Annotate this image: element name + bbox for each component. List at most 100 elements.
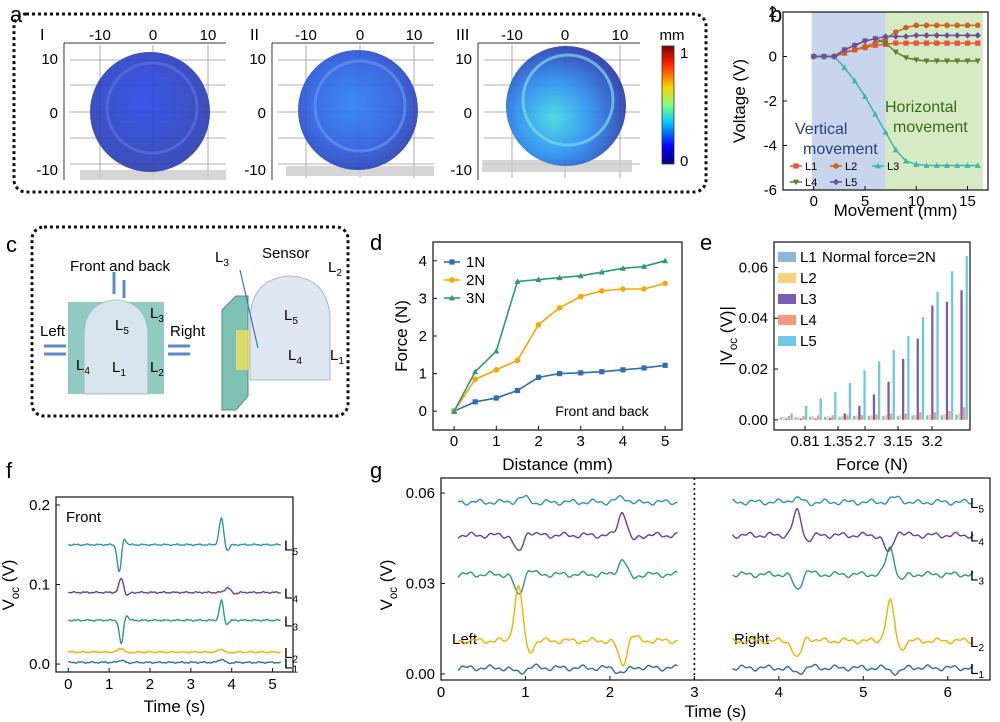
- bar-l1: [926, 415, 929, 420]
- point-l3: [841, 64, 848, 71]
- subplot-i-ytick-3: -10: [36, 162, 58, 179]
- subplot-iii-numeral: III: [456, 27, 469, 44]
- bar-l5: [892, 349, 895, 420]
- panel-f-xtick-label: 5: [268, 676, 276, 693]
- subplot-ii-ytick-1: 10: [249, 51, 266, 68]
- legend-label-l4: L4: [800, 312, 817, 329]
- panel-e-xtick-label: 3.2: [922, 433, 943, 450]
- point-2n: [641, 286, 647, 292]
- panel-c-label: c: [6, 232, 17, 257]
- bar-l2: [914, 414, 917, 420]
- bar-l2: [797, 416, 800, 420]
- point-3n: [472, 368, 479, 375]
- point-l4: [954, 58, 961, 65]
- trace-l2: [67, 648, 282, 654]
- subplot-i-ytick-2: 0: [50, 105, 58, 122]
- bar-l5: [878, 361, 881, 420]
- point-3n: [451, 408, 458, 414]
- bar-l4: [948, 410, 951, 420]
- point-l3: [903, 157, 909, 164]
- electrode-l1-side: L1: [330, 347, 344, 367]
- point-2n: [514, 357, 521, 364]
- trace-label-l5: L5: [284, 538, 298, 558]
- panel-f-xtick-label: 1: [105, 676, 113, 693]
- bar-l4: [817, 415, 820, 420]
- panel-f-ytick-label: 0.0: [29, 656, 50, 673]
- panel-f-annotation: Front: [66, 509, 102, 526]
- right-label: Right: [170, 323, 206, 340]
- point-3n: [619, 265, 626, 271]
- trace-l4-seg2: [731, 507, 974, 553]
- subplot-ii-base: [286, 166, 434, 176]
- subplot-iii-ytick-1: 10: [455, 51, 472, 68]
- legend-marker-l3: [875, 162, 881, 169]
- point-l5: [954, 32, 961, 39]
- panel-d-xtick-label: 5: [661, 433, 669, 450]
- panel-g-axes-box: [440, 477, 991, 681]
- panel-g-annotation-right: Right: [734, 631, 770, 648]
- point-l5: [810, 53, 817, 60]
- point-1n: [493, 395, 499, 401]
- trace-label-l1: L1: [284, 655, 298, 675]
- point-1n: [514, 387, 521, 394]
- legend-marker-3n: [449, 294, 455, 301]
- point-l3: [944, 162, 950, 168]
- trace-l1: [67, 658, 282, 665]
- point-1n: [620, 367, 626, 373]
- point-l3: [964, 162, 971, 168]
- left-label: Left: [40, 323, 66, 340]
- bar-l3: [945, 301, 949, 420]
- bar-l2: [870, 415, 873, 420]
- point-l5: [964, 32, 971, 39]
- vertical-movement-label-line2: movement: [803, 141, 878, 158]
- panel-f-xtick-label: 4: [228, 676, 236, 693]
- subplot-ii-xtick-2: 0: [356, 27, 364, 44]
- panel-e-ytick-label: 0.04: [739, 310, 768, 327]
- panel-d: d 0 1 2 3 4 5 0 1 2 3 4 Distance (mm) Force (N) Front…: [370, 230, 683, 474]
- legend-label-2n: 2N: [466, 272, 485, 289]
- trace-label-l2: L2: [970, 634, 984, 654]
- point-l5: [923, 32, 930, 39]
- panel-d-ytick-label: 3: [419, 290, 427, 307]
- subplot-iii-ytick-2: 0: [464, 105, 472, 122]
- point-l3: [974, 162, 981, 168]
- subplot-i-rim: [105, 61, 199, 155]
- horizontal-movement-label-line1: Horizontal: [885, 99, 957, 116]
- legend-label-l3: L3: [887, 161, 899, 173]
- bar-l4: [831, 415, 834, 420]
- bar-l2: [899, 414, 902, 420]
- point-l2: [954, 22, 961, 29]
- point-l5: [872, 35, 879, 42]
- bar-l2: [884, 414, 888, 420]
- trace-l2-seg2: [731, 597, 974, 658]
- subplot-ii-rim: [313, 59, 407, 153]
- point-l4: [913, 57, 920, 64]
- bar-l2: [782, 416, 785, 420]
- panel-b-ytick-label: -6: [764, 182, 777, 199]
- subplot-i: I -10 0 10 10 0 -10: [36, 27, 226, 180]
- point-l3: [872, 111, 879, 117]
- panel-b-xtick-label: 10: [908, 193, 925, 210]
- bar-l1: [882, 416, 885, 420]
- panel-d-xtick-label: 0: [450, 433, 458, 450]
- subplot-ii-numeral: II: [250, 27, 259, 44]
- panel-e-xlabel: Force (N): [836, 455, 908, 474]
- subplot-ii-xtick-1: -10: [295, 27, 317, 44]
- bar-l1: [867, 416, 870, 420]
- sensor-label: Sensor: [262, 245, 310, 262]
- point-2n: [620, 286, 626, 292]
- panel-e-ylabel: |Voc (V)|: [717, 306, 740, 366]
- legend-label-l2: L2: [845, 161, 857, 173]
- bar-l5: [805, 405, 808, 420]
- panel-f-ytick-label: 0.2: [29, 497, 50, 514]
- bar-l3: [814, 418, 817, 420]
- panel-b-ytick-label: 0: [769, 49, 777, 66]
- point-l3: [933, 162, 940, 168]
- panel-f-xtick-label: 0: [64, 676, 72, 693]
- panel-g-xtick-label: 1: [521, 684, 529, 701]
- point-3n: [514, 278, 521, 284]
- panel-d-xtick-label: 1: [492, 433, 500, 450]
- bar-l1: [823, 416, 827, 420]
- subplot-ii-ytick-3: -10: [244, 162, 266, 179]
- bar-l3: [916, 338, 919, 420]
